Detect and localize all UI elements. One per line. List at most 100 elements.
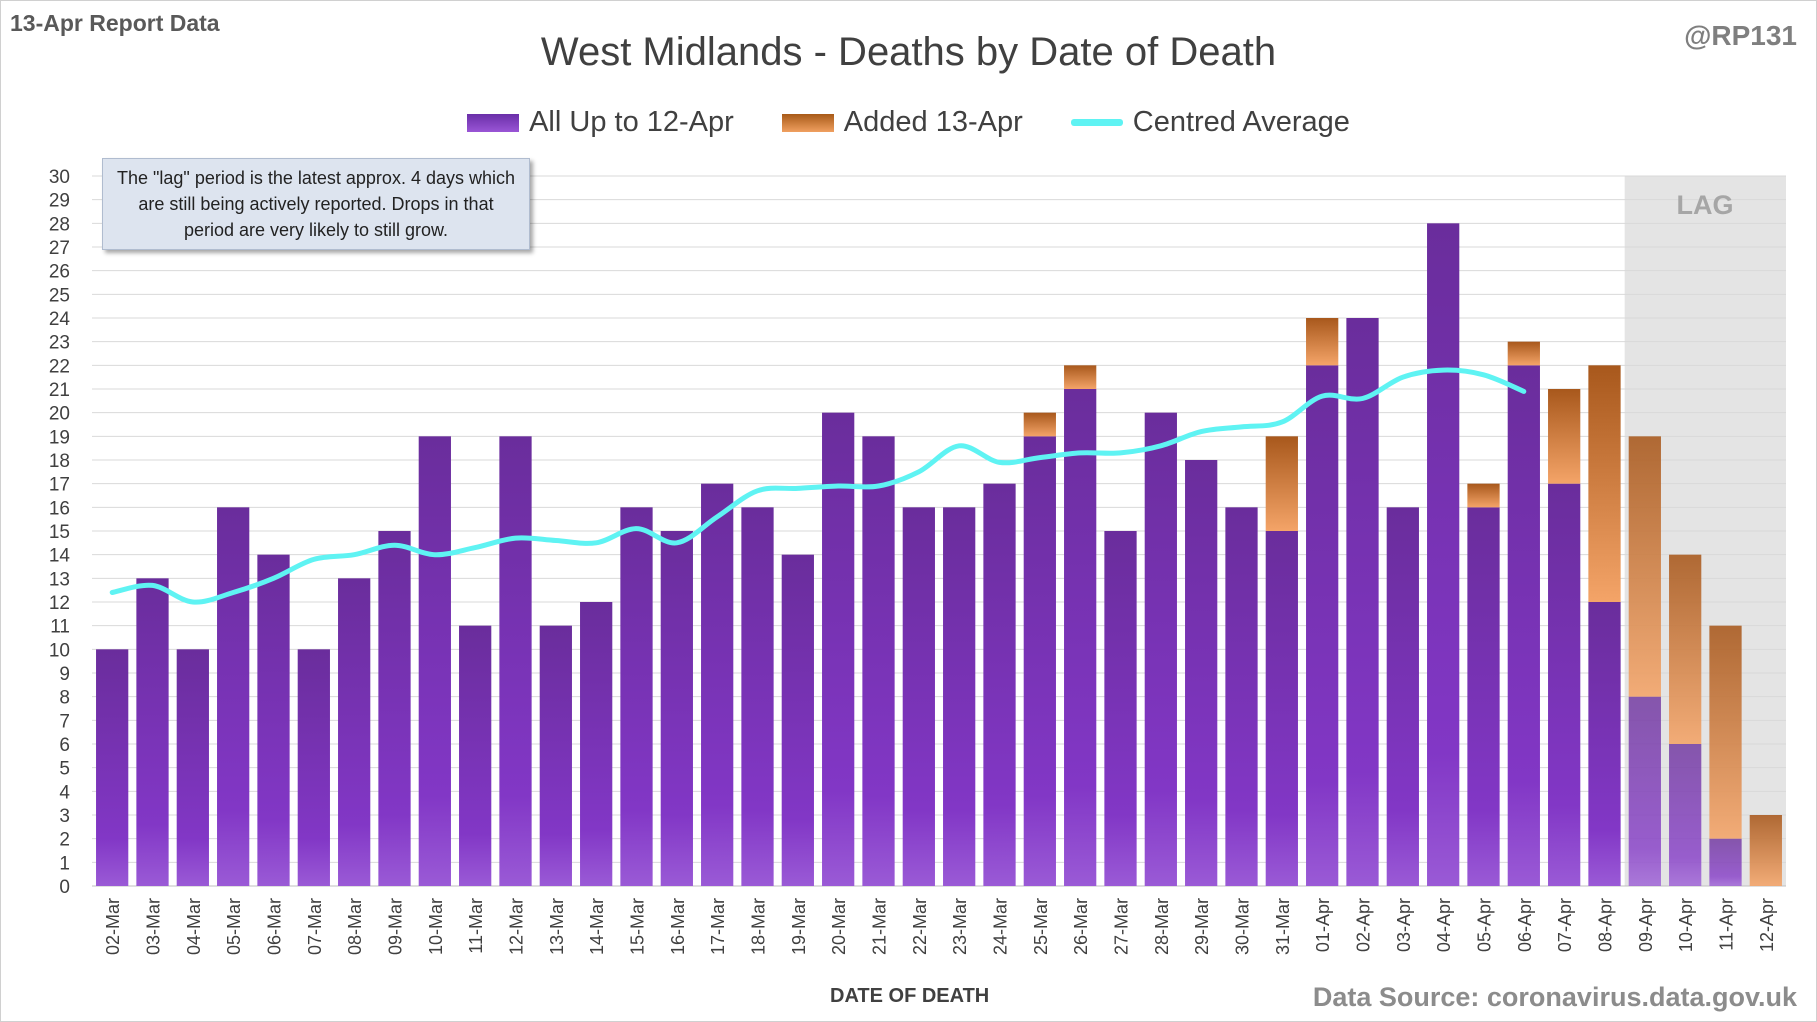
- x-tick-label: 16-Mar: [668, 898, 688, 955]
- y-tick-label: 3: [59, 806, 70, 827]
- x-tick-label: 12-Mar: [507, 898, 527, 955]
- y-tick-label: 10: [49, 640, 70, 661]
- x-tick-label: 18-Mar: [749, 898, 769, 955]
- bar-all: [902, 507, 935, 886]
- bar-all: [1669, 744, 1702, 886]
- legend-item-added: Added 13-Apr: [781, 106, 1023, 139]
- legend-label-average: Centred Average: [1132, 106, 1350, 138]
- y-tick-label: 24: [49, 309, 71, 330]
- x-tick-label: 21-Mar: [870, 898, 890, 955]
- y-tick-label: 14: [49, 546, 71, 567]
- y-tick-label: 30: [49, 167, 70, 188]
- y-tick-label: 19: [49, 427, 70, 448]
- bar-added: [1749, 815, 1782, 886]
- y-tick-label: 18: [49, 451, 70, 472]
- y-tick-label: 8: [59, 688, 70, 709]
- bar-all: [1185, 460, 1218, 886]
- y-tick-label: 17: [49, 475, 70, 496]
- bar-all: [217, 507, 250, 886]
- x-tick-label: 11-Mar: [466, 898, 486, 954]
- bar-all: [136, 578, 169, 886]
- bar-all: [176, 649, 209, 886]
- bar-all: [1306, 365, 1339, 886]
- x-tick-label: 06-Mar: [265, 898, 285, 955]
- bar-added: [1306, 318, 1339, 366]
- bar-all: [1023, 436, 1056, 886]
- chart-legend: All Up to 12-Apr Added 13-Apr Centred Av…: [0, 106, 1817, 139]
- y-tick-label: 12: [49, 593, 70, 614]
- bar-all: [338, 578, 371, 886]
- x-tick-label: 05-Apr: [1475, 898, 1495, 952]
- y-tick-label: 1: [59, 853, 70, 874]
- chart-title: West Midlands - Deaths by Date of Death: [540, 30, 1277, 74]
- y-tick-label: 11: [50, 617, 70, 638]
- data-source: Data Source: coronavirus.data.gov.uk: [1312, 982, 1797, 1012]
- y-tick-label: 16: [49, 498, 70, 519]
- bar-all: [660, 531, 693, 886]
- bar-added: [1628, 436, 1661, 697]
- bar-all: [1588, 602, 1621, 886]
- y-tick-label: 5: [59, 759, 70, 780]
- x-tick-label: 24-Mar: [991, 898, 1011, 955]
- bar-all: [418, 436, 451, 886]
- y-tick-label: 2: [59, 830, 70, 851]
- bar-all: [1709, 838, 1742, 886]
- y-tick-label: 22: [49, 356, 70, 377]
- bar-all: [1427, 223, 1460, 887]
- legend-label-all: All Up to 12-Apr: [529, 106, 734, 138]
- x-tick-label: 01-Apr: [1313, 898, 1333, 952]
- x-tick-label: 10-Apr: [1676, 898, 1696, 952]
- x-tick-label: 05-Mar: [224, 898, 244, 955]
- legend-swatch-average: [1070, 119, 1123, 126]
- x-tick-label: 22-Mar: [910, 898, 930, 955]
- bar-all: [1346, 318, 1379, 886]
- bar-all: [1467, 507, 1500, 886]
- x-tick-label: 08-Mar: [345, 898, 365, 955]
- x-tick-label: 27-Mar: [1112, 898, 1132, 955]
- bar-added: [1467, 483, 1500, 508]
- x-tick-label: 10-Mar: [426, 898, 446, 955]
- bar-all: [1386, 507, 1419, 886]
- y-tick-label: 13: [49, 569, 70, 590]
- bar-all: [781, 554, 814, 886]
- x-tick-label: 09-Apr: [1636, 898, 1656, 952]
- bar-all: [96, 649, 129, 886]
- legend-item-average: Centred Average: [1070, 106, 1350, 139]
- bar-all: [1628, 696, 1661, 886]
- x-axis-label: DATE OF DEATH: [830, 985, 990, 1007]
- y-tick-label: 15: [49, 522, 70, 543]
- bar-all: [539, 625, 572, 886]
- x-tick-label: 07-Mar: [305, 898, 325, 955]
- bar-added: [1669, 554, 1702, 744]
- bar-added: [1265, 436, 1298, 531]
- bar-all: [701, 483, 734, 886]
- x-tick-label: 07-Apr: [1555, 898, 1575, 952]
- y-tick-label: 23: [49, 333, 70, 354]
- centred-average-line: [109, 367, 1527, 605]
- bar-all: [580, 602, 613, 886]
- bar-all: [943, 507, 976, 886]
- x-tick-label: 17-Mar: [708, 898, 728, 955]
- bar-added: [1064, 365, 1097, 389]
- x-tick-label: 04-Apr: [1434, 898, 1454, 952]
- y-tick-label: 20: [49, 404, 70, 425]
- bar-all: [459, 625, 492, 886]
- bar-added: [1507, 341, 1540, 366]
- bar-added: [1023, 412, 1056, 437]
- bar-all: [862, 436, 895, 886]
- x-tick-label: 09-Mar: [386, 898, 406, 955]
- x-tick-label: 11-Apr: [1717, 898, 1737, 951]
- y-tick-label: 6: [59, 735, 70, 756]
- y-tick-label: 29: [49, 191, 70, 212]
- bar-all: [741, 507, 774, 886]
- author-handle: @RP131: [1684, 20, 1797, 51]
- y-tick-label: 25: [49, 285, 70, 306]
- bar-all: [1064, 389, 1097, 886]
- x-tick-label: 06-Apr: [1515, 898, 1535, 952]
- x-tick-label: 26-Mar: [1071, 898, 1091, 955]
- x-tick-label: 08-Apr: [1596, 898, 1616, 952]
- bar-added: [1588, 365, 1621, 602]
- x-tick-label: 31-Mar: [1273, 898, 1293, 955]
- bar-all: [257, 554, 290, 886]
- x-tick-label: 30-Mar: [1233, 898, 1253, 955]
